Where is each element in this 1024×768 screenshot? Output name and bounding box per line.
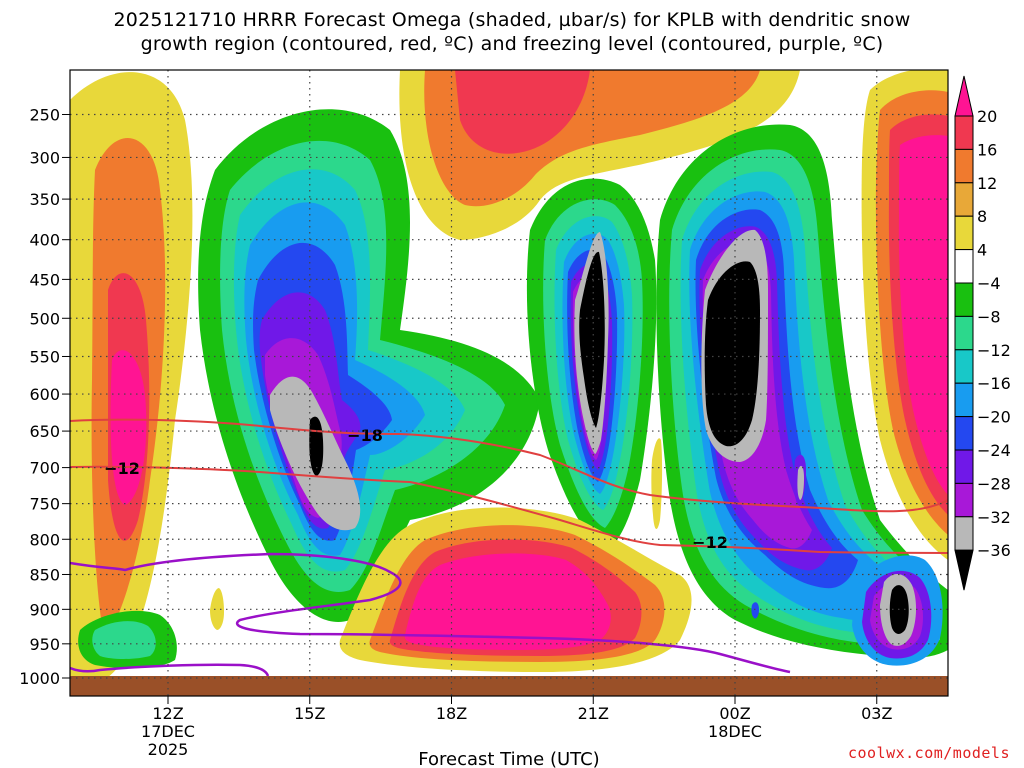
- colorbar-label: 16: [977, 140, 997, 159]
- x-tick-label: 00Z: [719, 704, 750, 723]
- colorbar-segment: [954, 349, 974, 384]
- omega-region-tiny-blue: [751, 602, 759, 619]
- colorbar-segment: [954, 482, 974, 518]
- omega-shading: [70, 70, 948, 687]
- omega-region-thin-yellow: [651, 438, 663, 530]
- y-tick-label: 500: [29, 309, 60, 328]
- credit-text: coolwx.com/models: [847, 744, 1010, 762]
- plot-frame: [69, 69, 949, 697]
- colorbar-segment: [954, 115, 974, 150]
- omega-region-top-red: [455, 70, 590, 154]
- y-tick-label: 900: [29, 600, 60, 619]
- colorbar-label: −12: [977, 341, 1011, 360]
- colorbar-label: −28: [977, 474, 1011, 493]
- y-tick-label: 250: [29, 106, 60, 125]
- y-tick-label: 850: [29, 565, 60, 584]
- y-tick-label: 300: [29, 148, 60, 167]
- colorbar-segment: [954, 249, 974, 284]
- colorbar-segment: [954, 315, 974, 351]
- colorbar-cap-top: [954, 75, 974, 117]
- y-tick-label: 1000: [19, 669, 60, 688]
- x-tick-label: 15Z: [294, 704, 325, 723]
- y-tick-label: 750: [29, 495, 60, 514]
- y-tick-label: 550: [29, 347, 60, 366]
- y-tick-label: 700: [29, 459, 60, 478]
- y-tick-label: 600: [29, 385, 60, 404]
- ground-bar: [70, 676, 948, 696]
- colorbar-label: 8: [977, 207, 987, 226]
- omega-region-00z-secondary-gray: [797, 465, 804, 500]
- chart-title-line-2: growth region (contoured, red, ºC) and f…: [140, 33, 884, 55]
- colorbar-segment: [954, 382, 974, 418]
- y-tick-label: 350: [29, 190, 60, 209]
- contour-label-minus-12-left: −12: [104, 459, 140, 478]
- colorbar-label: −36: [977, 541, 1011, 560]
- colorbar-segment: [954, 449, 974, 484]
- colorbar-segment: [954, 516, 974, 551]
- omega-region-right-pink: [898, 135, 948, 495]
- dgz-contour-minus-18: [70, 418, 948, 513]
- contour-label-minus-12-right: −12: [692, 533, 728, 552]
- colorbar-segment: [954, 416, 974, 451]
- y-tick-label: 650: [29, 422, 60, 441]
- colorbar-segment: [954, 148, 974, 184]
- x-tick-year: 2025: [148, 740, 189, 759]
- x-tick-label: 03Z: [861, 704, 892, 723]
- x-axis-title: Forecast Time (UTC): [418, 749, 599, 768]
- colorbar: 20 16 12 8 4 −4 −8 −12 −16 −20 −24 −28 −32 −36: [954, 75, 1011, 591]
- y-tick-label: 800: [29, 530, 60, 549]
- omega-region-small-yellow-blob: [210, 588, 224, 630]
- x-tick-label: 12Z: [152, 704, 183, 723]
- colorbar-segment: [954, 215, 974, 251]
- omega-region-18z-pink: [404, 553, 611, 650]
- x-tick-date: 17DEC: [141, 722, 195, 741]
- x-tick-label: 21Z: [578, 704, 609, 723]
- colorbar-label: 12: [977, 174, 997, 193]
- colorbar-segment: [954, 182, 974, 217]
- colorbar-label: −24: [977, 441, 1011, 460]
- omega-region-lowleft-teal: [92, 621, 156, 659]
- colorbar-label: −16: [977, 374, 1011, 393]
- colorbar-cap-bottom: [954, 549, 974, 591]
- omega-region-21z-black: [579, 251, 605, 428]
- y-tick-label: 400: [29, 231, 60, 250]
- x-tick-date: 18DEC: [708, 722, 762, 741]
- colorbar-label: 4: [977, 241, 987, 260]
- colorbar-label: 20: [977, 107, 997, 126]
- omega-region-00z-black: [704, 261, 760, 447]
- colorbar-label: −20: [977, 408, 1011, 427]
- colorbar-segment: [954, 282, 974, 317]
- colorbar-label: −4: [977, 274, 1001, 293]
- y-tick-label: 450: [29, 270, 60, 289]
- y-axis: 250 300 350 400 450 500 550 600 650 700 750 800 850 9…: [19, 106, 70, 688]
- colorbar-label: −32: [977, 508, 1011, 527]
- freezing-level-contour: [70, 552, 791, 674]
- chart-title-line-1: 2025121710 HRRR Forecast Omega (shaded, …: [113, 9, 911, 31]
- freezing-level-contour-lower: [70, 663, 270, 677]
- y-tick-label: 950: [29, 635, 60, 654]
- vertical-gridlines: [167, 70, 878, 696]
- colorbar-label: −8: [977, 307, 1001, 326]
- contour-label-minus-18: −18: [347, 426, 383, 445]
- dgz-contour-minus-12: [70, 465, 948, 554]
- horizontal-gridlines: [70, 113, 948, 679]
- x-tick-label: 18Z: [436, 704, 467, 723]
